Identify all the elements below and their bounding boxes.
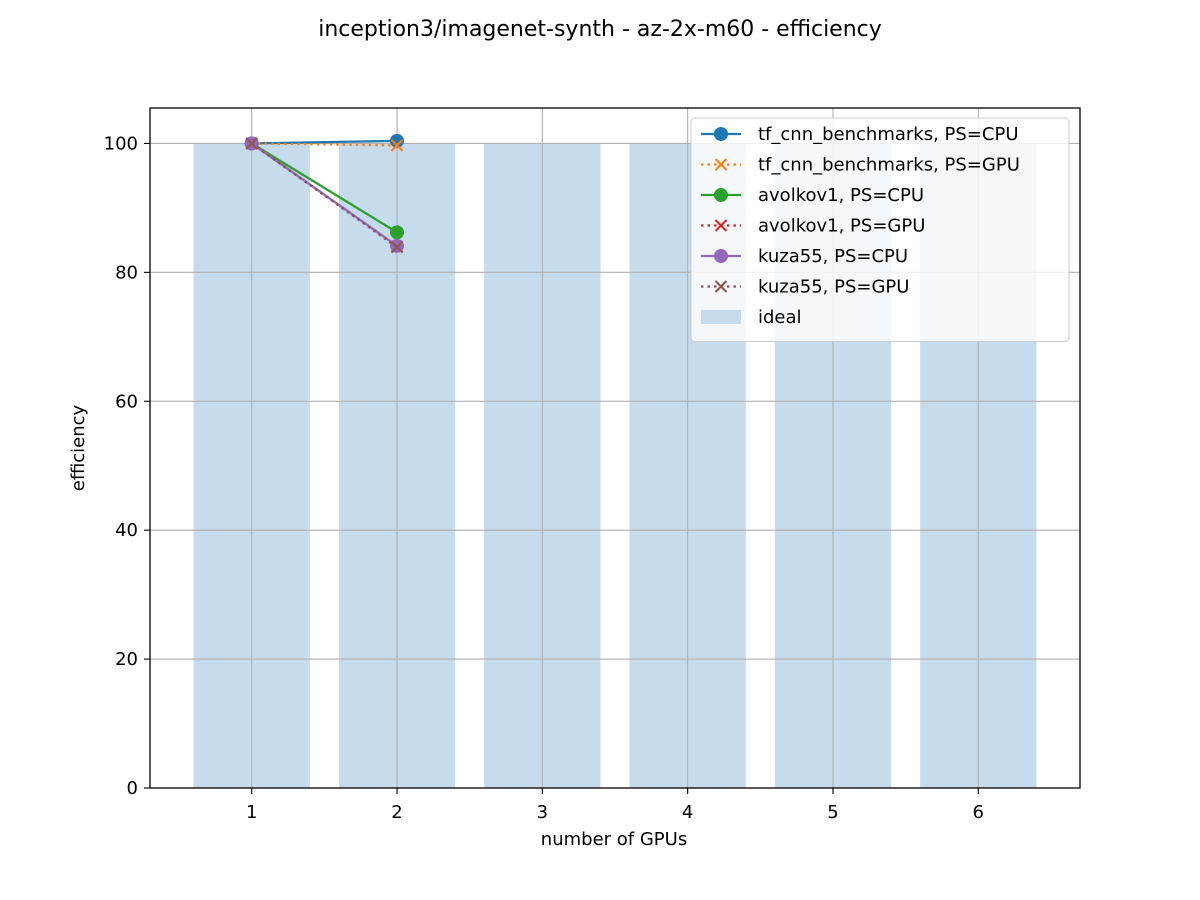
legend-entry: tf_cnn_benchmarks, PS=GPU	[701, 155, 1020, 176]
marker-x-stroke	[390, 139, 404, 152]
series-5	[245, 137, 404, 254]
legend-box	[690, 117, 1070, 342]
marker-x-stroke	[714, 158, 728, 171]
legend-label: tf_cnn_benchmarks, PS=CPU	[758, 124, 1019, 145]
y-tick-label: 0	[127, 778, 138, 799]
y-tick-label: 100	[104, 133, 138, 154]
legend-swatch-marker	[714, 127, 728, 141]
marker-x-stroke	[714, 280, 728, 293]
x-tick-label: 4	[682, 802, 693, 823]
y-tick-label: 40	[115, 520, 138, 541]
legend-label: kuza55, PS=GPU	[758, 277, 909, 298]
series-line	[251, 142, 398, 247]
legend-entry: avolkov1, PS=GPU	[701, 216, 925, 237]
series-line	[251, 139, 398, 145]
data-point	[390, 139, 404, 152]
data-point	[390, 241, 404, 254]
x-tick-label: 3	[537, 802, 548, 823]
chart-title: inception3/imagenet-synth - az-2x-m60 - …	[318, 17, 882, 42]
legend-swatch-bar	[701, 310, 741, 324]
legend-label: kuza55, PS=CPU	[758, 246, 908, 267]
legend-label: avolkov1, PS=CPU	[758, 185, 924, 206]
legend-swatch-marker	[714, 219, 728, 232]
legend-entry: tf_cnn_benchmarks, PS=CPU	[701, 124, 1019, 145]
legend-entry: kuza55, PS=GPU	[701, 277, 909, 298]
series-line	[251, 142, 398, 147]
series-layer	[244, 133, 405, 254]
x-tick-label: 1	[246, 802, 257, 823]
legend-label: ideal	[758, 307, 802, 328]
x-axis-label: number of GPUs	[541, 829, 687, 850]
data-point	[245, 137, 258, 150]
legend-entry: avolkov1, PS=CPU	[701, 185, 924, 206]
legend-label: avolkov1, PS=GPU	[758, 216, 925, 237]
marker-x-stroke	[245, 137, 258, 150]
x-tick-label: 6	[973, 802, 984, 823]
legend-swatch-marker	[714, 280, 728, 293]
legend-label: tf_cnn_benchmarks, PS=GPU	[758, 155, 1020, 176]
legend: tf_cnn_benchmarks, PS=CPU tf_cnn_benchmar…	[690, 117, 1070, 342]
legend-swatch-marker	[714, 249, 728, 263]
plot-frame	[149, 107, 1081, 789]
series-line	[251, 142, 398, 234]
data-point	[390, 225, 405, 240]
y-tick-label: 60	[115, 391, 138, 412]
x-tick-label: 2	[391, 802, 402, 823]
legend-entry: kuza55, PS=CPU	[701, 246, 908, 267]
y-tick-label: 20	[115, 649, 138, 670]
x-tick-label: 5	[827, 802, 838, 823]
y-tick-label: 80	[115, 262, 138, 283]
legend-swatch-marker	[714, 188, 728, 202]
legend-swatch-marker	[714, 158, 728, 171]
data-point	[390, 133, 405, 148]
marker-x-stroke	[390, 241, 404, 254]
marker-x-stroke	[714, 219, 728, 232]
legend-entry: ideal	[701, 307, 802, 328]
y-axis-label: efficiency	[68, 404, 89, 491]
